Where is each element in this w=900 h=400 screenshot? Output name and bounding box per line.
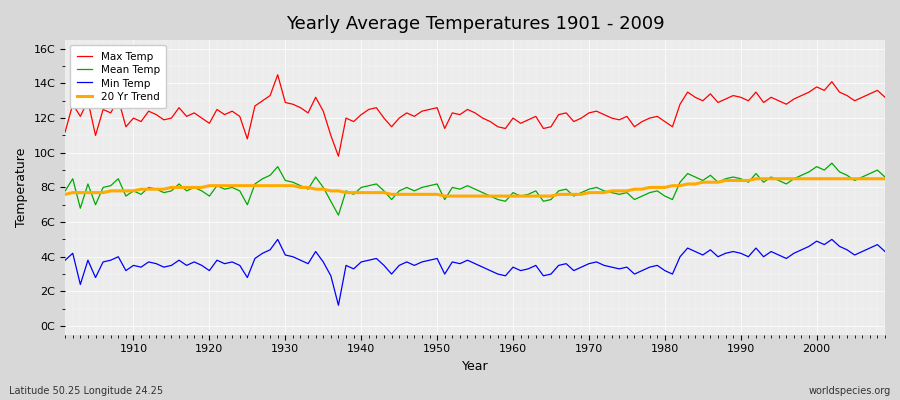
Line: Mean Temp: Mean Temp <box>65 163 885 215</box>
Min Temp <box>59 258 70 263</box>
Max Temp <box>59 130 70 134</box>
Text: worldspecies.org: worldspecies.org <box>809 386 891 396</box>
Title: Yearly Average Temperatures 1901 - 2009: Yearly Average Temperatures 1901 - 2009 <box>286 15 664 33</box>
Min Temp <box>333 303 344 308</box>
Y-axis label: Temperature: Temperature <box>15 148 28 227</box>
Min Temp <box>273 237 284 242</box>
Max Temp <box>523 118 534 122</box>
Mean Temp <box>879 175 890 180</box>
Mean Temp <box>826 161 837 166</box>
Max Temp <box>273 72 284 77</box>
Line: Max Temp: Max Temp <box>65 75 885 156</box>
Min Temp <box>515 268 526 273</box>
Max Temp <box>295 105 306 110</box>
20 Yr Trend <box>879 176 890 181</box>
Mean Temp <box>59 188 70 193</box>
Mean Temp <box>121 194 131 198</box>
Min Temp <box>879 249 890 254</box>
Max Temp <box>121 124 131 129</box>
Mean Temp <box>515 194 526 198</box>
Max Temp <box>348 119 359 124</box>
20 Yr Trend <box>508 194 518 198</box>
Mean Temp <box>333 213 344 218</box>
Line: Min Temp: Min Temp <box>65 240 885 305</box>
Min Temp <box>348 266 359 271</box>
20 Yr Trend <box>59 192 70 197</box>
20 Yr Trend <box>439 194 450 198</box>
Legend: Max Temp, Mean Temp, Min Temp, 20 Yr Trend: Max Temp, Mean Temp, Min Temp, 20 Yr Tre… <box>70 45 166 108</box>
Mean Temp <box>287 180 298 185</box>
Mean Temp <box>340 188 351 193</box>
Max Temp <box>333 154 344 159</box>
Min Temp <box>614 266 625 271</box>
Max Temp <box>614 118 625 122</box>
Min Temp <box>121 268 131 273</box>
20 Yr Trend <box>121 188 131 193</box>
20 Yr Trend <box>287 183 298 188</box>
Mean Temp <box>607 190 617 195</box>
Line: 20 Yr Trend: 20 Yr Trend <box>65 179 885 196</box>
Min Temp <box>295 258 306 263</box>
20 Yr Trend <box>751 176 761 181</box>
Mean Temp <box>508 190 518 195</box>
20 Yr Trend <box>607 188 617 193</box>
Text: Latitude 50.25 Longitude 24.25: Latitude 50.25 Longitude 24.25 <box>9 386 163 396</box>
Min Temp <box>523 266 534 271</box>
20 Yr Trend <box>515 194 526 198</box>
Max Temp <box>879 95 890 100</box>
X-axis label: Year: Year <box>462 360 489 373</box>
20 Yr Trend <box>333 188 344 193</box>
Max Temp <box>515 121 526 126</box>
